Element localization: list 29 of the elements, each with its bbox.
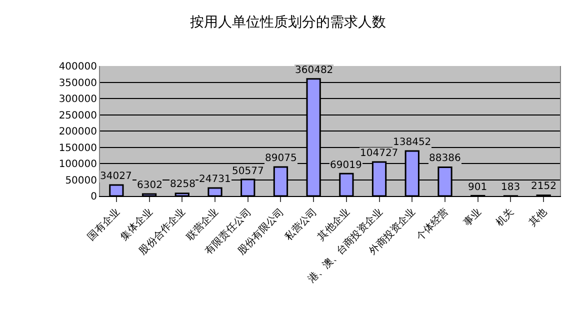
data-label: 69019 — [330, 160, 362, 171]
y-tick-label: 50000 — [65, 175, 97, 186]
data-label: 34027 — [100, 171, 132, 182]
x-tick-label: 事业 — [460, 206, 484, 229]
data-label: 104727 — [360, 148, 398, 159]
y-tick-label: 150000 — [58, 142, 97, 154]
chart-title: 按用人单位性质划分的需求人数 — [190, 14, 386, 31]
data-label: 6302 — [137, 180, 162, 191]
data-label: 24731 — [199, 174, 231, 185]
data-label: 2152 — [531, 181, 556, 192]
x-tick-label: 其他 — [526, 206, 550, 229]
data-label: 183 — [501, 182, 520, 193]
y-tick-label: 400000 — [58, 62, 97, 72]
data-label: 89075 — [265, 153, 297, 164]
y-tick-label: 250000 — [58, 110, 97, 122]
y-tick-label: 300000 — [58, 94, 97, 105]
y-tick-label: 200000 — [58, 126, 97, 138]
y-tick-label: 0 — [90, 192, 97, 202]
data-label: 138452 — [393, 137, 432, 148]
data-label: 88386 — [429, 153, 461, 164]
y-tick-label: 100000 — [58, 159, 97, 170]
data-label: 50577 — [232, 166, 264, 177]
data-label: 901 — [468, 182, 488, 193]
y-tick-label: 350000 — [58, 78, 97, 89]
data-label: 8258 — [170, 179, 196, 190]
x-tick-label: 国有企业 — [85, 206, 122, 243]
data-label: 360482 — [295, 65, 334, 76]
x-tick-label: 机关 — [494, 206, 516, 229]
x-tick-label: 个体经营 — [414, 206, 451, 243]
